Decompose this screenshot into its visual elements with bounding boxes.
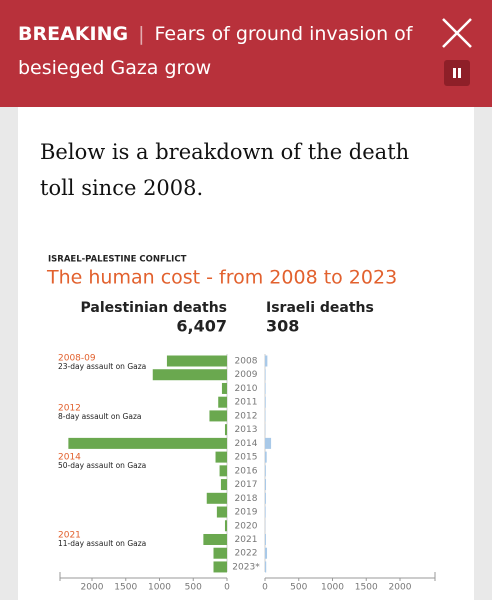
annotation-year: 2008-09 <box>58 354 96 364</box>
paragraph: Below is a breakdown of the death toll s… <box>40 140 410 200</box>
bar <box>206 492 227 504</box>
bar <box>216 506 227 518</box>
category-label: 2015 <box>235 453 258 463</box>
bar <box>265 382 266 394</box>
x-tick-label: 1000 <box>148 583 171 593</box>
series-name: Palestinian deaths <box>81 300 227 316</box>
bar <box>203 533 227 545</box>
annotation-text: 23-day assault on Gaza <box>58 362 146 371</box>
bar <box>265 369 266 381</box>
x-tick-label: 500 <box>290 583 307 593</box>
category-label: 2008 <box>235 357 258 367</box>
category-label: 2011 <box>235 398 258 408</box>
category-label: 2009 <box>235 370 258 380</box>
bar <box>224 424 227 436</box>
category-label: 2018 <box>235 494 258 504</box>
bar <box>219 465 227 477</box>
bar <box>265 492 266 504</box>
headline: Fears of ground invasion of besieged Gaz… <box>18 23 413 79</box>
bar <box>209 410 227 422</box>
bar <box>68 437 227 449</box>
bar <box>265 396 266 408</box>
category-label: 2014 <box>235 439 258 449</box>
bar <box>213 561 227 573</box>
bar <box>215 451 227 463</box>
annotation-text: 50-day assault on Gaza <box>58 461 146 470</box>
bar <box>152 369 227 381</box>
x-tick-label: 0 <box>224 583 230 593</box>
series-name: Israeli deaths <box>266 300 374 316</box>
bar <box>265 533 266 545</box>
annotation-year: 2012 <box>58 404 81 414</box>
bar <box>265 547 268 559</box>
x-tick-label: 1500 <box>114 583 137 593</box>
series-total: 308 <box>266 317 299 336</box>
bar <box>265 451 267 463</box>
category-label: 2022 <box>235 549 258 559</box>
x-tick-label: 1000 <box>321 583 344 593</box>
category-label: 2013 <box>235 425 258 435</box>
bar <box>221 382 227 394</box>
banner-text: BREAKING | Fears of ground invasion of bes… <box>18 23 413 79</box>
bar <box>213 547 227 559</box>
bar <box>265 465 266 477</box>
chart-supertitle: ISRAEL-PALESTINE CONFLICT <box>48 255 187 265</box>
category-label: 2016 <box>235 466 258 476</box>
bar <box>166 355 227 367</box>
bar <box>265 479 267 491</box>
category-label: 2021 <box>235 535 258 545</box>
category-label: 2012 <box>235 411 258 421</box>
bar <box>220 479 227 491</box>
bar <box>265 506 266 518</box>
x-tick-label: 2000 <box>81 583 104 593</box>
bar <box>265 561 267 573</box>
series-total: 6,407 <box>176 317 227 336</box>
close-button[interactable] <box>440 16 474 50</box>
bar <box>265 437 272 449</box>
annotation-year: 2014 <box>58 453 81 463</box>
bar <box>224 520 227 532</box>
breaking-banner[interactable]: BREAKING | Fears of ground invasion of bes… <box>0 0 492 107</box>
pause-button[interactable] <box>444 60 470 86</box>
category-label: 2010 <box>235 384 258 394</box>
annotation-text: 11-day assault on Gaza <box>58 539 146 548</box>
x-tick-label: 500 <box>185 583 202 593</box>
annotation-text: 8-day assault on Gaza <box>58 412 142 421</box>
bar <box>265 355 268 367</box>
bar <box>218 396 227 408</box>
x-tick-label: 1500 <box>355 583 378 593</box>
article-card <box>18 107 474 600</box>
x-tick-label: 0 <box>262 583 268 593</box>
chart-title: The human cost - from 2008 to 2023 <box>46 267 397 289</box>
annotation-year: 2021 <box>58 531 81 541</box>
category-label: 2019 <box>235 508 258 518</box>
category-label: 2020 <box>235 521 258 531</box>
x-tick-label: 2000 <box>389 583 412 593</box>
category-label: 2023* <box>232 562 260 572</box>
category-label: 2017 <box>235 480 258 490</box>
breaking-label: BREAKING <box>18 23 129 45</box>
